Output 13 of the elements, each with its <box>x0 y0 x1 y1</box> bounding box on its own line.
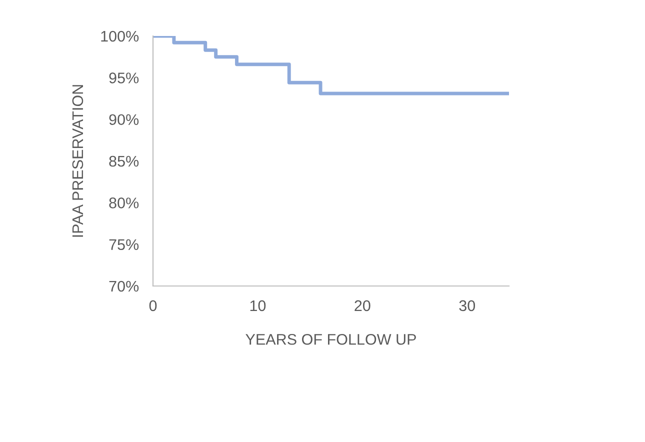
x-axis-title: YEARS OF FOLLOW UP <box>246 334 416 345</box>
y-axis-title: IPAA PRESERVATION <box>72 85 84 237</box>
y-tick-label: 95% <box>109 72 139 84</box>
x-tick-label: 10 <box>250 300 266 312</box>
y-tick-label: 80% <box>109 198 139 208</box>
y-tick-label: 85% <box>109 156 139 167</box>
y-tick-label: 75% <box>109 239 139 250</box>
y-tick-label: 70% <box>109 280 139 292</box>
y-tick-label: 90% <box>109 114 139 126</box>
x-tick-label: 30 <box>459 300 476 312</box>
y-tick-label: 100% <box>101 30 139 42</box>
x-tick-label: 0 <box>149 300 157 312</box>
x-tick-label: 20 <box>354 300 370 312</box>
